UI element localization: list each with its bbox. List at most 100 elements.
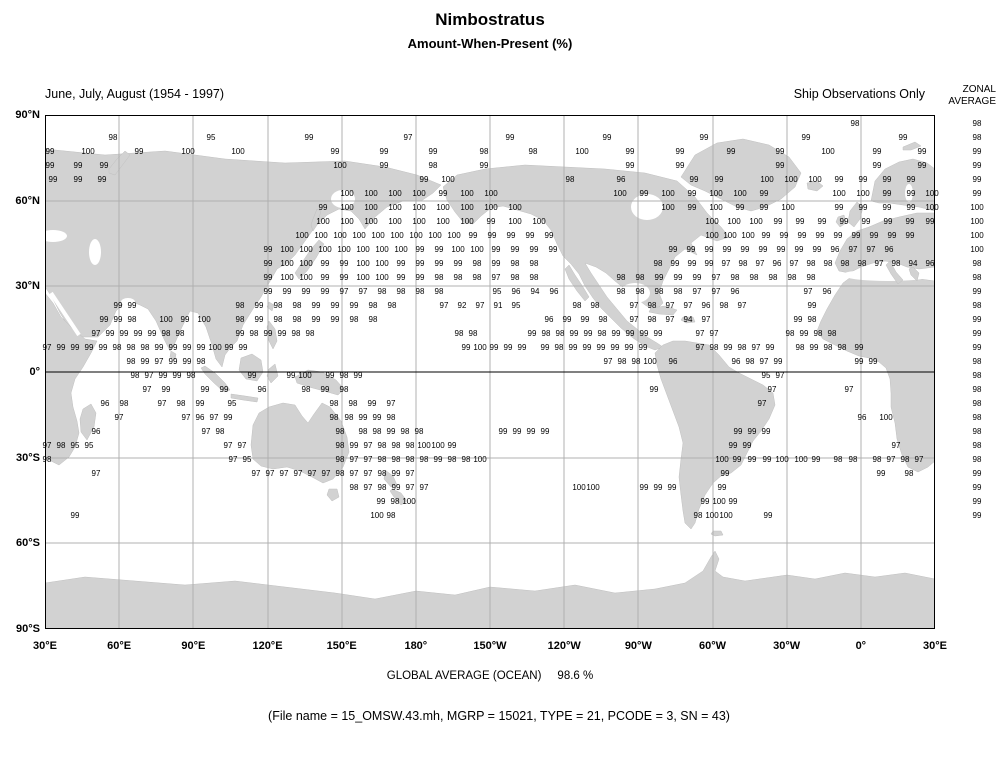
land-italy	[885, 260, 904, 285]
land-uk	[847, 201, 864, 228]
mediterranean-sea	[842, 269, 934, 281]
x-tick-label: 0°	[855, 640, 867, 652]
x-tick-label: 60°W	[698, 640, 727, 652]
source-label: Ship Observations Only	[793, 87, 925, 101]
zonal-average-value: 99	[972, 497, 982, 506]
x-tick-label: 120°E	[252, 640, 283, 652]
y-tick-label: 0°	[29, 366, 40, 378]
zonal-average-value: 99	[972, 189, 982, 198]
land-south-america	[654, 340, 776, 530]
zonal-average-value: 98	[972, 427, 982, 436]
land-africa-west	[816, 272, 936, 473]
zonal-average-value: 99	[972, 287, 982, 296]
land-australia	[250, 402, 350, 484]
land-new-zealand-north	[383, 469, 398, 488]
land-baja	[564, 264, 590, 302]
land-europe	[834, 212, 936, 274]
zonal-average-value: 98	[972, 441, 982, 450]
land-iceland	[806, 180, 824, 192]
zonal-average-value: 98	[972, 357, 982, 366]
zonal-average-value: 99	[972, 469, 982, 478]
land-greece	[908, 266, 920, 282]
x-tick-label: 180°	[404, 640, 428, 652]
land-borneo	[238, 353, 264, 382]
land-cuba	[648, 305, 678, 316]
global-average-label: GLOBAL AVERAGE (OCEAN)	[386, 670, 542, 682]
caspian-sea	[89, 239, 101, 265]
x-tick-label: 150°E	[326, 640, 357, 652]
zonal-average-value: 100	[970, 231, 984, 240]
y-tick-label: 60°N	[15, 194, 40, 207]
land-falklands	[710, 530, 724, 537]
zonal-average-value: 98	[972, 119, 982, 128]
red-sea	[49, 291, 81, 337]
land-eurasia	[44, 148, 442, 368]
zonal-header-line2: AVERAGE	[948, 96, 996, 107]
persian-gulf	[121, 298, 135, 306]
zonal-average-value: 99	[972, 147, 982, 156]
y-tick-label: 90°N	[15, 109, 40, 121]
y-tick-label: 60°S	[16, 537, 40, 550]
caribbean-sea	[657, 321, 705, 335]
land-sakhalin	[310, 208, 322, 232]
gulf-of-mexico	[620, 283, 650, 303]
zonal-average-value: 99	[972, 329, 982, 338]
page-title: Nimbostratus	[435, 10, 545, 29]
land-madagascar	[79, 403, 97, 441]
world-map	[39, 115, 936, 630]
land-sulawesi	[266, 363, 279, 384]
zonal-average-value: 98	[972, 385, 982, 394]
x-tick-label: 60°E	[107, 640, 132, 652]
land-japan	[294, 239, 325, 280]
global-average-line: GLOBAL AVERAGE (OCEAN) 98.6 %	[45, 670, 935, 682]
zonal-average-value: 98	[972, 371, 982, 380]
season-label: June, July, August (1954 - 1997)	[45, 87, 225, 101]
land-new-zealand-south	[389, 488, 408, 506]
land-ireland	[835, 214, 847, 228]
zonal-average-value: 98	[972, 455, 982, 464]
y-tick-label: 90°S	[16, 623, 40, 635]
x-tick-label: 150°W	[473, 640, 507, 652]
zonal-average-value: 100	[970, 245, 984, 254]
land-philippines	[266, 320, 278, 350]
islands	[108, 141, 922, 537]
baltic-sea	[905, 184, 913, 202]
zonal-average-value: 99	[972, 161, 982, 170]
y-tick-label: 30°S	[16, 451, 40, 464]
zonal-average-value: 98	[972, 413, 982, 422]
y-tick-label: 30°N	[15, 280, 40, 293]
zonal-average-header: ZONAL AVERAGE	[948, 84, 996, 108]
zonal-average-value: 98	[972, 301, 982, 310]
map-frame	[45, 115, 935, 629]
land-tasmania	[326, 488, 340, 502]
x-tick-label: 90°E	[181, 640, 206, 652]
zonal-average-value: 99	[972, 315, 982, 324]
x-tick-label: 30°E	[33, 640, 57, 652]
land-greenland	[680, 138, 802, 212]
x-tick-label: 30°W	[773, 640, 801, 652]
land-hispaniola	[680, 316, 696, 324]
land-sumatra	[200, 365, 231, 393]
hudson-bay	[631, 194, 663, 220]
zonal-average-value: 100	[970, 203, 984, 212]
land-java	[230, 393, 259, 403]
zonal-header-line1: ZONAL	[962, 84, 996, 95]
zonal-average-value: 100	[970, 217, 984, 226]
page-subtitle: Amount-When-Present (%)	[407, 36, 573, 51]
zonal-average-value: 99	[972, 483, 982, 492]
zonal-average-value: 98	[972, 259, 982, 268]
zonal-average-value: 98	[972, 399, 982, 408]
land-scandinavia	[870, 158, 936, 212]
global-average-value: 98.6 %	[557, 670, 594, 682]
world-map-svg	[39, 115, 936, 630]
x-tick-label: 30°E	[923, 640, 947, 652]
file-info-line: (File name = 15_OMSW.43.mh, MGRP = 15021…	[268, 709, 730, 723]
land-sri-lanka	[169, 350, 177, 361]
zonal-average-value: 99	[972, 175, 982, 184]
land-svalbard	[902, 141, 922, 151]
zonal-average-value: 98	[972, 273, 982, 282]
x-tick-label: 90°W	[624, 640, 652, 652]
zonal-average-value: 99	[972, 343, 982, 352]
sea-of-okhotsk	[331, 190, 355, 208]
